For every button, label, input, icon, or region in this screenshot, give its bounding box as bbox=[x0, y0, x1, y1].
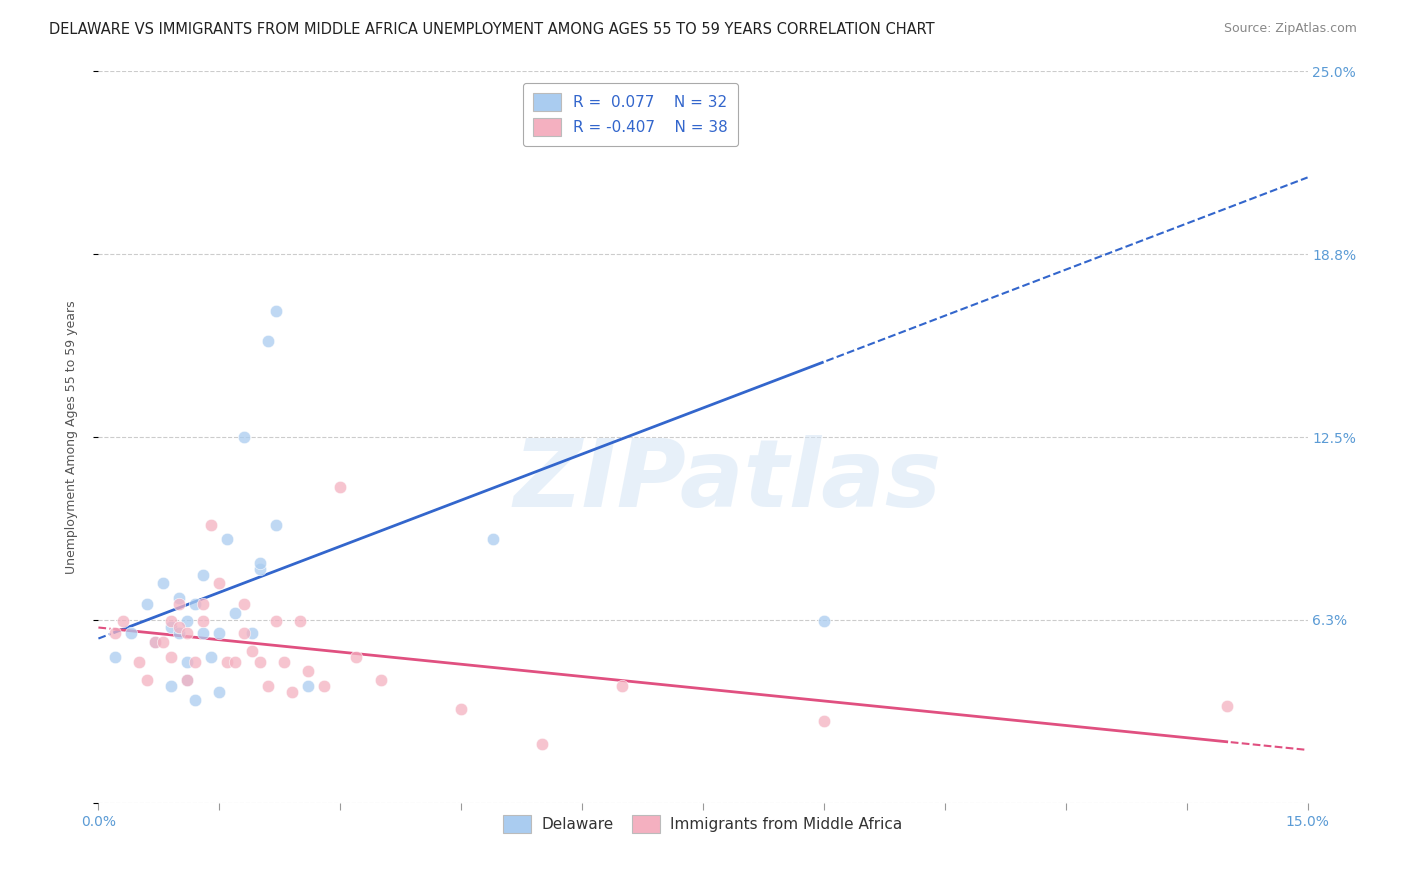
Point bbox=[193, 597, 215, 611]
Point bbox=[370, 673, 392, 687]
Point bbox=[103, 626, 125, 640]
Point bbox=[120, 626, 142, 640]
Point bbox=[208, 684, 231, 698]
Point bbox=[232, 626, 254, 640]
Point bbox=[176, 673, 198, 687]
Point bbox=[612, 94, 634, 108]
Point bbox=[176, 656, 198, 670]
Point bbox=[176, 626, 198, 640]
Point bbox=[176, 673, 198, 687]
Point bbox=[200, 517, 222, 532]
Point bbox=[281, 684, 304, 698]
Point bbox=[143, 635, 166, 649]
Point bbox=[167, 626, 190, 640]
Text: Source: ZipAtlas.com: Source: ZipAtlas.com bbox=[1223, 22, 1357, 36]
Point bbox=[450, 702, 472, 716]
Point bbox=[256, 679, 278, 693]
Point bbox=[160, 679, 183, 693]
Text: DELAWARE VS IMMIGRANTS FROM MIDDLE AFRICA UNEMPLOYMENT AMONG AGES 55 TO 59 YEARS: DELAWARE VS IMMIGRANTS FROM MIDDLE AFRIC… bbox=[49, 22, 935, 37]
Point bbox=[264, 517, 287, 532]
Legend: Delaware, Immigrants from Middle Africa: Delaware, Immigrants from Middle Africa bbox=[498, 809, 908, 839]
Point bbox=[813, 615, 835, 629]
Point bbox=[232, 430, 254, 444]
Point bbox=[232, 597, 254, 611]
Point bbox=[184, 597, 207, 611]
Point bbox=[224, 656, 246, 670]
Text: ZIPatlas: ZIPatlas bbox=[513, 435, 941, 527]
Point bbox=[176, 615, 198, 629]
Point bbox=[135, 673, 157, 687]
Point bbox=[103, 649, 125, 664]
Point bbox=[184, 656, 207, 670]
Point bbox=[217, 656, 239, 670]
Point bbox=[160, 615, 183, 629]
Point bbox=[208, 576, 231, 591]
Point bbox=[256, 334, 278, 348]
Point bbox=[167, 620, 190, 634]
Point bbox=[184, 693, 207, 707]
Point bbox=[249, 556, 271, 570]
Point bbox=[193, 567, 215, 582]
Point bbox=[160, 649, 183, 664]
Y-axis label: Unemployment Among Ages 55 to 59 years: Unemployment Among Ages 55 to 59 years bbox=[65, 301, 77, 574]
Point bbox=[128, 656, 150, 670]
Point bbox=[217, 533, 239, 547]
Point bbox=[314, 679, 336, 693]
Point bbox=[193, 626, 215, 640]
Point bbox=[193, 615, 215, 629]
Point bbox=[264, 304, 287, 318]
Point bbox=[224, 606, 246, 620]
Point bbox=[273, 656, 295, 670]
Point bbox=[297, 664, 319, 678]
Point bbox=[249, 656, 271, 670]
Point bbox=[208, 626, 231, 640]
Point bbox=[152, 635, 174, 649]
Point bbox=[111, 615, 134, 629]
Point bbox=[344, 649, 367, 664]
Point bbox=[329, 480, 352, 494]
Point bbox=[297, 679, 319, 693]
Point bbox=[240, 643, 263, 657]
Point bbox=[264, 615, 287, 629]
Point bbox=[167, 597, 190, 611]
Point bbox=[160, 620, 183, 634]
Point bbox=[612, 679, 634, 693]
Point bbox=[530, 737, 553, 751]
Point bbox=[288, 615, 311, 629]
Point bbox=[167, 591, 190, 605]
Point bbox=[200, 649, 222, 664]
Point bbox=[240, 626, 263, 640]
Point bbox=[1216, 699, 1239, 714]
Point bbox=[152, 576, 174, 591]
Point bbox=[249, 562, 271, 576]
Point bbox=[135, 597, 157, 611]
Point bbox=[813, 714, 835, 728]
Point bbox=[143, 635, 166, 649]
Point bbox=[482, 533, 505, 547]
